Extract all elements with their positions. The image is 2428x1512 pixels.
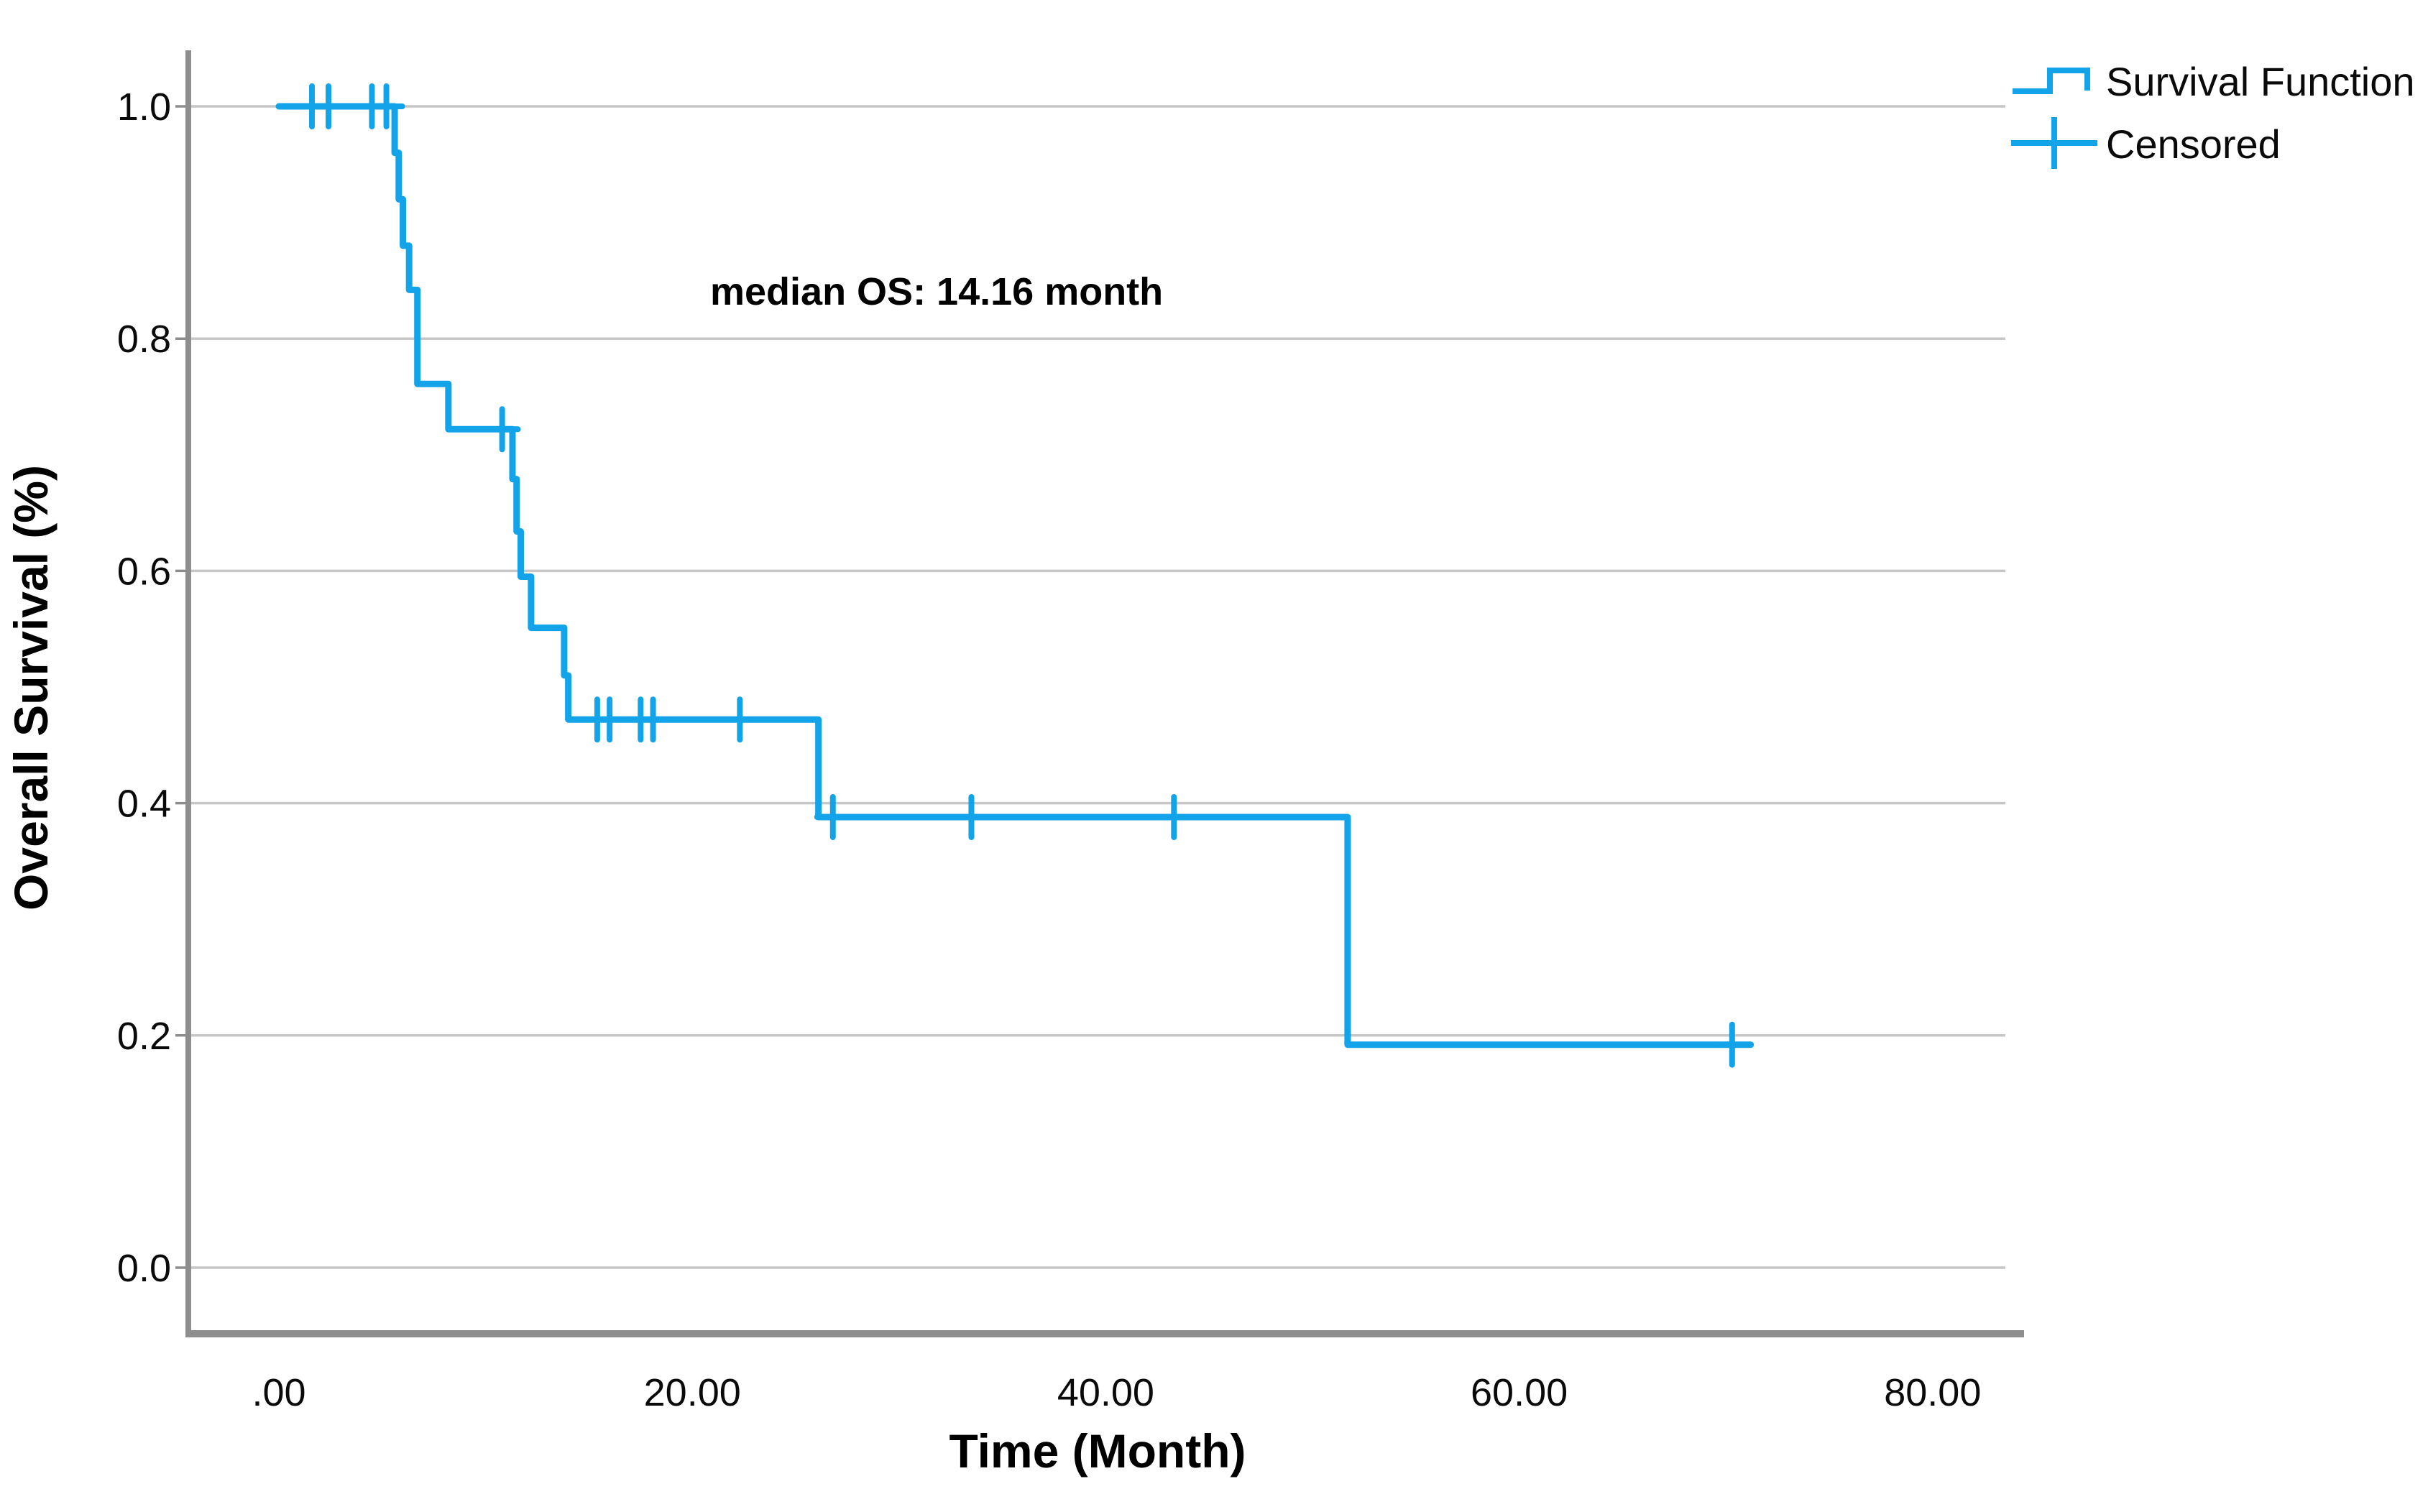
x-tick-label-60.00: 60.00 (1471, 1371, 1568, 1414)
y-tick-label-0.8: 0.8 (117, 318, 171, 361)
y-axis-tick-labels: 0.0 0.2 0.4 0.6 0.8 1.0 (117, 86, 171, 1290)
x-tick-label-40.00: 40.00 (1057, 1371, 1154, 1414)
censored-mark-12 (952, 793, 990, 840)
censored-mark-7 (591, 696, 629, 743)
censored-mark-4 (367, 83, 405, 129)
y-tick-label-0.2: 0.2 (117, 1015, 171, 1058)
censored-mark-2 (310, 83, 348, 129)
y-tick-label-0.0: 0.0 (117, 1247, 171, 1290)
x-axis-tick-labels: .00 20.00 40.00 60.00 80.00 (252, 1371, 1981, 1414)
censored-mark-14 (1713, 1021, 1751, 1068)
gridlines (188, 105, 2005, 1269)
survival-function-curve (275, 103, 1755, 1048)
median-os-annotation: median OS: 14.16 month (710, 270, 1163, 313)
y-tick-label-1.0: 1.0 (117, 86, 171, 129)
y-tick-label-0.4: 0.4 (117, 783, 171, 826)
y-tick-label-0.6: 0.6 (117, 550, 171, 593)
x-tick-label-.00: .00 (252, 1371, 305, 1414)
legend: Survival Function Censored (2011, 59, 2415, 169)
x-tick-label-20.00: 20.00 (644, 1371, 741, 1414)
censored-mark-10 (721, 696, 759, 743)
survival-function-step-icon (2013, 68, 2090, 94)
censored-mark-11 (814, 793, 852, 840)
survival-curve (275, 103, 1755, 1048)
axes (185, 50, 2024, 1337)
legend-label-survival-function: Survival Function (2106, 59, 2415, 104)
censored-mark-9 (634, 696, 672, 743)
y-axis-title: Overall Survival (%) (4, 465, 58, 911)
x-tick-label-80.00: 80.00 (1884, 1371, 1981, 1414)
legend-label-censored: Censored (2106, 121, 2281, 167)
y-axis-ticks (175, 105, 188, 1269)
censored-marks (293, 83, 1751, 1068)
censored-mark-5 (483, 406, 521, 453)
x-axis-title: Time (Month) (949, 1424, 1246, 1478)
censored-mark-13 (1155, 793, 1193, 840)
censored-plus-icon (2011, 117, 2097, 169)
